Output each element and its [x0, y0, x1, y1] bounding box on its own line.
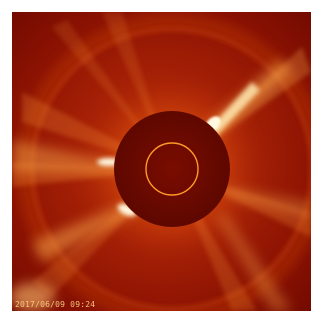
bright-streamers: [12, 60, 311, 311]
timestamp-label: 2017/06/09 09:24: [15, 300, 96, 309]
coronagraph-image: 2017/06/09 09:24: [12, 12, 311, 311]
occulting-disk: [114, 111, 230, 227]
corona-graphic: [12, 12, 311, 311]
sun-outline-circle: [145, 142, 199, 196]
